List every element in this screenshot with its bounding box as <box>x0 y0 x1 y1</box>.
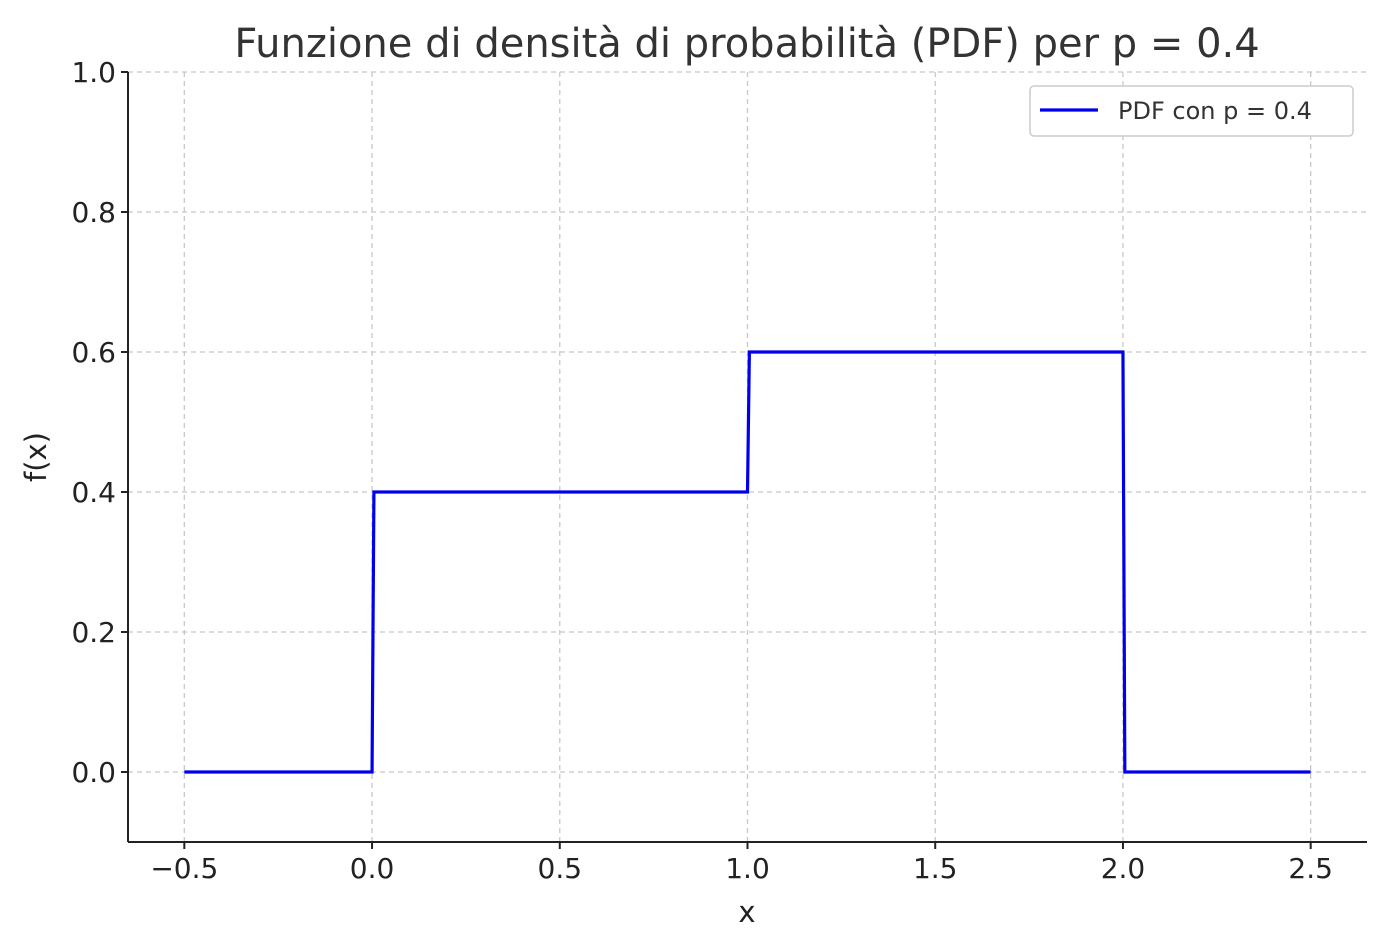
legend-label: PDF con p = 0.4 <box>1118 97 1312 125</box>
legend-box <box>1029 85 1354 137</box>
chart-title: Funzione di densità di probabilità (PDF)… <box>234 21 1259 67</box>
series-line-0 <box>184 350 1311 774</box>
x-tick-label-3: 1.0 <box>725 852 770 885</box>
y-tick-label-2: 0.4 <box>71 476 116 509</box>
y-tick-label-0: 0.0 <box>71 756 116 789</box>
x-tick-label-5: 2.0 <box>1101 852 1146 885</box>
x-axis-ticks: −0.5 0.0 0.5 1.0 1.5 2.0 2.5 <box>150 842 1333 885</box>
x-tick-label-4: 1.5 <box>913 852 958 885</box>
x-tick-label-0: −0.5 <box>150 852 218 885</box>
y-axis-ticks: 0.0 0.2 0.4 0.6 0.8 1.0 <box>71 56 128 789</box>
legend: PDF con p = 0.4 <box>1029 85 1354 137</box>
y-tick-label-4: 0.8 <box>71 196 116 229</box>
y-tick-label-1: 0.2 <box>71 616 116 649</box>
y-axis-label: f(x) <box>19 432 53 482</box>
x-axis-label: x <box>738 895 755 929</box>
x-tick-label-2: 0.5 <box>538 852 583 885</box>
x-tick-label-6: 2.5 <box>1288 852 1333 885</box>
y-tick-label-5: 1.0 <box>71 56 116 89</box>
series-layer <box>184 350 1311 774</box>
y-tick-label-3: 0.6 <box>71 336 116 369</box>
x-tick-label-1: 0.0 <box>350 852 395 885</box>
